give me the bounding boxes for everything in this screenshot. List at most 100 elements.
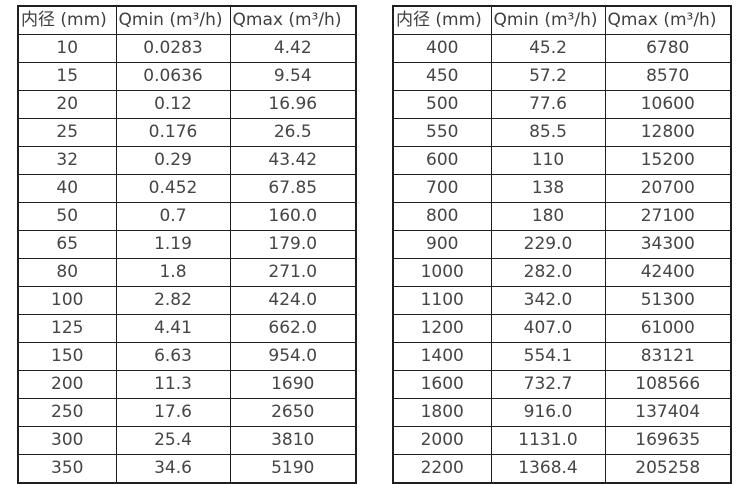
cell-qmax: 16.96: [229, 90, 357, 119]
cell-qmax: 43.42: [229, 146, 357, 175]
cell-qmin: 85.5: [490, 118, 606, 147]
cell-diameter: 150: [17, 342, 117, 371]
table-body: 10 0.0283 4.42 15 0.0636 9.54 20 0.12 16.96 25 0.1…: [17, 34, 357, 484]
column-header-diameter: 内径 (mm): [17, 5, 117, 35]
cell-qmax: 10600: [604, 90, 732, 119]
cell-diameter: 200: [17, 370, 117, 399]
table-row: 1200 407.0 61000: [392, 314, 732, 343]
cell-diameter: 2000: [392, 426, 492, 455]
cell-diameter: 300: [17, 426, 117, 455]
cell-diameter: 1400: [392, 342, 492, 371]
flow-spec-table-large-diameters: 内径 (mm) Qmin (m³/h) Qmax (m³/h) 400 45.2 678…: [392, 5, 732, 484]
cell-qmin: 554.1: [490, 342, 606, 371]
cell-qmax: 424.0: [229, 286, 357, 315]
cell-diameter: 600: [392, 146, 492, 175]
cell-diameter: 20: [17, 90, 117, 119]
table-row: 32 0.29 43.42: [17, 146, 357, 175]
table-row: 1400 554.1 83121: [392, 342, 732, 371]
table-row: 1600 732.7 108566: [392, 370, 732, 399]
cell-qmax: 34300: [604, 230, 732, 259]
cell-qmin: 4.41: [115, 314, 231, 343]
cell-qmax: 8570: [604, 62, 732, 91]
table-row: 500 77.6 10600: [392, 90, 732, 119]
flow-spec-table-small-diameters: 内径 (mm) Qmin (m³/h) Qmax (m³/h) 10 0.0283 4.…: [17, 5, 357, 484]
cell-qmin: 916.0: [490, 398, 606, 427]
cell-diameter: 15: [17, 62, 117, 91]
table-row: 550 85.5 12800: [392, 118, 732, 147]
cell-qmax: 27100: [604, 202, 732, 231]
table-row: 150 6.63 954.0: [17, 342, 357, 371]
table-row: 15 0.0636 9.54: [17, 62, 357, 91]
cell-diameter: 550: [392, 118, 492, 147]
cell-diameter: 900: [392, 230, 492, 259]
cell-diameter: 1600: [392, 370, 492, 399]
cell-qmin: 0.0636: [115, 62, 231, 91]
cell-diameter: 125: [17, 314, 117, 343]
cell-diameter: 32: [17, 146, 117, 175]
cell-qmin: 1.8: [115, 258, 231, 287]
cell-qmin: 180: [490, 202, 606, 231]
table-row: 200 11.3 1690: [17, 370, 357, 399]
cell-qmin: 25.4: [115, 426, 231, 455]
cell-qmax: 12800: [604, 118, 732, 147]
cell-diameter: 50: [17, 202, 117, 231]
cell-qmax: 2650: [229, 398, 357, 427]
table-row: 600 110 15200: [392, 146, 732, 175]
header-row: 内径 (mm) Qmin (m³/h) Qmax (m³/h): [17, 5, 357, 35]
cell-qmin: 17.6: [115, 398, 231, 427]
cell-qmax: 137404: [604, 398, 732, 427]
cell-qmax: 42400: [604, 258, 732, 287]
cell-diameter: 2200: [392, 454, 492, 484]
cell-qmax: 662.0: [229, 314, 357, 343]
table-row: 40 0.452 67.85: [17, 174, 357, 203]
cell-qmax: 5190: [229, 454, 357, 484]
table-row: 900 229.0 34300: [392, 230, 732, 259]
table-row: 1800 916.0 137404: [392, 398, 732, 427]
cell-diameter: 40: [17, 174, 117, 203]
column-header-qmin: Qmin (m³/h): [490, 5, 606, 35]
cell-qmin: 45.2: [490, 34, 606, 63]
cell-qmin: 138: [490, 174, 606, 203]
column-header-diameter: 内径 (mm): [392, 5, 492, 35]
cell-qmin: 34.6: [115, 454, 231, 484]
table-row: 700 138 20700: [392, 174, 732, 203]
cell-qmax: 954.0: [229, 342, 357, 371]
cell-qmin: 1.19: [115, 230, 231, 259]
cell-diameter: 700: [392, 174, 492, 203]
table-row: 800 180 27100: [392, 202, 732, 231]
table-header: 内径 (mm) Qmin (m³/h) Qmax (m³/h): [392, 5, 732, 35]
cell-diameter: 1200: [392, 314, 492, 343]
cell-diameter: 800: [392, 202, 492, 231]
table-row: 125 4.41 662.0: [17, 314, 357, 343]
table-row: 100 2.82 424.0: [17, 286, 357, 315]
table-row: 20 0.12 16.96: [17, 90, 357, 119]
cell-qmin: 342.0: [490, 286, 606, 315]
cell-qmax: 20700: [604, 174, 732, 203]
cell-qmax: 9.54: [229, 62, 357, 91]
column-header-qmin: Qmin (m³/h): [115, 5, 231, 35]
cell-qmin: 282.0: [490, 258, 606, 287]
table-row: 80 1.8 271.0: [17, 258, 357, 287]
cell-qmin: 0.452: [115, 174, 231, 203]
cell-qmax: 83121: [604, 342, 732, 371]
cell-qmin: 0.0283: [115, 34, 231, 63]
cell-qmax: 26.5: [229, 118, 357, 147]
cell-diameter: 25: [17, 118, 117, 147]
table-row: 400 45.2 6780: [392, 34, 732, 63]
cell-qmax: 179.0: [229, 230, 357, 259]
table-row: 350 34.6 5190: [17, 454, 357, 484]
cell-diameter: 250: [17, 398, 117, 427]
cell-diameter: 350: [17, 454, 117, 484]
table-row: 300 25.4 3810: [17, 426, 357, 455]
column-header-qmax: Qmax (m³/h): [604, 5, 732, 35]
cell-qmin: 0.12: [115, 90, 231, 119]
cell-qmin: 1368.4: [490, 454, 606, 484]
table-row: 10 0.0283 4.42: [17, 34, 357, 63]
cell-qmin: 0.7: [115, 202, 231, 231]
cell-qmax: 51300: [604, 286, 732, 315]
cell-qmax: 3810: [229, 426, 357, 455]
cell-diameter: 100: [17, 286, 117, 315]
table-row: 2000 1131.0 169635: [392, 426, 732, 455]
cell-qmin: 0.176: [115, 118, 231, 147]
